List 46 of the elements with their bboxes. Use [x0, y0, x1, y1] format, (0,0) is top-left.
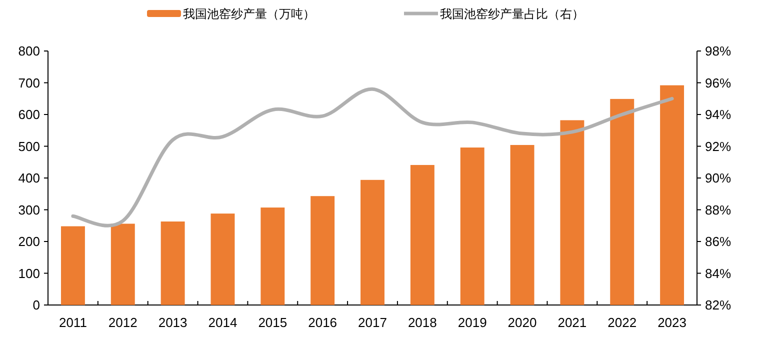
x-tick-label: 2023 — [658, 315, 686, 330]
y-tick-label: 100 — [18, 266, 40, 281]
x-tick-label: 2013 — [158, 315, 188, 330]
bar — [160, 221, 185, 305]
bar — [360, 180, 384, 305]
bar — [560, 120, 584, 305]
x-tick-label: 2011 — [58, 315, 87, 330]
y2-tick-label: 98% — [705, 44, 732, 58]
x-tick-label: 2015 — [258, 315, 288, 330]
x-tick-label: 2019 — [458, 315, 487, 330]
y-tick-label: 800 — [18, 44, 40, 58]
y-tick-label: 500 — [18, 138, 40, 154]
y-tick-label: 400 — [18, 170, 40, 186]
x-tick-label: 2016 — [308, 315, 338, 330]
y2-tick-label: 88% — [705, 202, 732, 218]
x-tick-label: 2020 — [508, 315, 537, 330]
y2-tick-label: 84% — [705, 266, 732, 281]
y-tick-label: 200 — [18, 234, 40, 249]
x-tick-label: 2014 — [208, 315, 238, 330]
bar — [660, 85, 684, 305]
y2-tick-label: 92% — [705, 138, 732, 154]
bar — [310, 196, 335, 305]
y-tick-label: 700 — [18, 75, 40, 90]
y2-tick-label: 96% — [705, 75, 732, 90]
bar — [110, 224, 135, 305]
y2-tick-label: 82% — [705, 298, 732, 312]
y-tick-label: 0 — [32, 298, 40, 312]
bar — [260, 208, 285, 305]
bar — [610, 98, 634, 305]
legend-label: 我国池窑纱产量（万吨） — [183, 7, 315, 21]
x-tick-label: 2018 — [408, 315, 437, 330]
y-tick-label: 600 — [18, 107, 40, 122]
y2-tick-label: 86% — [705, 234, 732, 249]
bar — [460, 148, 484, 305]
x-tick-label: 2021 — [558, 315, 587, 330]
legend-label: 我国池窑纱产量占比（右） — [440, 7, 584, 21]
x-tick-label: 2017 — [358, 315, 387, 330]
bar — [510, 144, 534, 305]
y2-tick-label: 90% — [705, 170, 732, 186]
y-tick-label: 300 — [18, 202, 40, 218]
x-tick-label: 2012 — [108, 315, 138, 330]
y2-tick-label: 94% — [705, 107, 732, 122]
bar — [410, 164, 434, 305]
bar — [210, 214, 235, 305]
x-tick-label: 2022 — [608, 315, 637, 330]
bar — [60, 226, 85, 305]
